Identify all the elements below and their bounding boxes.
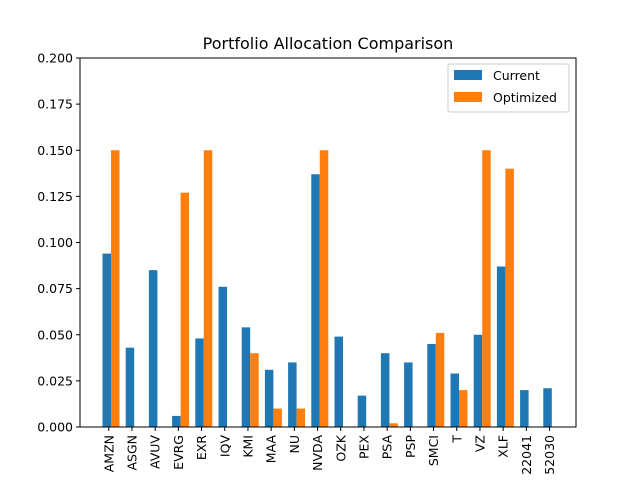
bar-current-maa	[264, 369, 274, 427]
bar-optimized-vz	[482, 150, 491, 427]
bar-current-evrg	[172, 415, 181, 427]
y-tick-label: 0.050	[37, 327, 73, 342]
x-tick-label: PSP	[403, 435, 418, 458]
y-tick-label: 0.125	[37, 189, 73, 204]
x-tick-label: PEX	[356, 435, 371, 459]
legend-label-optimized: Optimized	[493, 90, 557, 105]
bar-current-nu	[288, 362, 297, 427]
bar-current-pex	[357, 395, 367, 427]
bar-current-psa	[380, 353, 390, 427]
bar-optimized-amzn	[111, 150, 120, 427]
x-tick-label: NVDA	[310, 435, 325, 471]
y-tick-label: 0.025	[37, 373, 73, 388]
bar-current-smci	[427, 343, 436, 427]
bar-current-asgn	[125, 347, 135, 427]
y-tick-label: 0.075	[37, 281, 73, 296]
bar-current-ozk	[334, 336, 343, 427]
bar-current-nvda	[311, 174, 320, 427]
x-tick-label: NU	[287, 435, 302, 454]
bar-current-kmi	[241, 327, 251, 427]
legend-swatch-optimized	[454, 92, 482, 102]
plot-frame	[79, 57, 577, 428]
x-axis: AMZN ASGN AVUV EVRG EXR IQV KMI MAA NU NVDA OZK PEX…	[101, 427, 557, 475]
x-tick-label: OZK	[333, 434, 348, 461]
bar-current-22041	[520, 390, 529, 427]
bar-optimized-smci	[435, 332, 445, 427]
x-tick-label: VZ	[472, 435, 487, 452]
bar-optimized-exr	[203, 150, 213, 427]
x-tick-label: T	[449, 435, 464, 444]
x-tick-label: PSA	[380, 435, 395, 460]
bars	[102, 150, 552, 427]
legend-swatch-current	[454, 70, 482, 80]
bar-current-iqv	[218, 286, 227, 427]
bar-current-exr	[195, 338, 204, 427]
x-tick-label: 52030	[542, 435, 557, 475]
x-tick-label: MAA	[264, 435, 279, 464]
y-tick-label: 0.000	[37, 420, 73, 435]
x-tick-label: EVRG	[171, 435, 186, 470]
legend-label-current: Current	[493, 68, 540, 83]
bar-optimized-evrg	[180, 192, 190, 427]
bar-current-psp	[404, 362, 413, 427]
bar-optimized-nu	[296, 408, 306, 427]
x-tick-label: IQV	[217, 435, 232, 458]
bar-optimized-psa	[389, 423, 398, 427]
bar-current-xlf	[496, 266, 506, 427]
bar-current-t	[450, 373, 459, 427]
legend: Current Optimized	[447, 63, 570, 113]
y-tick-label: 0.150	[37, 143, 73, 158]
y-tick-label: 0.100	[37, 235, 73, 250]
x-tick-label: EXR	[194, 435, 209, 460]
x-tick-label: SMCI	[426, 435, 441, 466]
chart-title: Portfolio Allocation Comparison	[203, 34, 454, 53]
y-axis: 0.000 0.025 0.050 0.075 0.100 0.125 0.150 0.175…	[37, 51, 80, 435]
y-tick-label: 0.175	[37, 97, 73, 112]
bar-current-avuv	[148, 270, 158, 427]
bar-current-52030	[543, 388, 552, 427]
bar-optimized-nvda	[319, 150, 329, 427]
bar-optimized-xlf	[505, 168, 514, 427]
x-tick-label: AVUV	[148, 435, 163, 469]
x-tick-label: KMI	[240, 435, 255, 458]
y-tick-label: 0.200	[37, 51, 73, 66]
bar-optimized-kmi	[250, 353, 259, 427]
bar-optimized-maa	[273, 408, 282, 427]
bar-optimized-t	[459, 390, 468, 427]
x-tick-label: AMZN	[101, 435, 116, 472]
bar-current-amzn	[102, 253, 111, 427]
bar-current-vz	[473, 334, 483, 427]
x-tick-label: ASGN	[124, 435, 139, 471]
x-tick-label: 22041	[519, 435, 534, 475]
x-tick-label: XLF	[496, 435, 511, 458]
